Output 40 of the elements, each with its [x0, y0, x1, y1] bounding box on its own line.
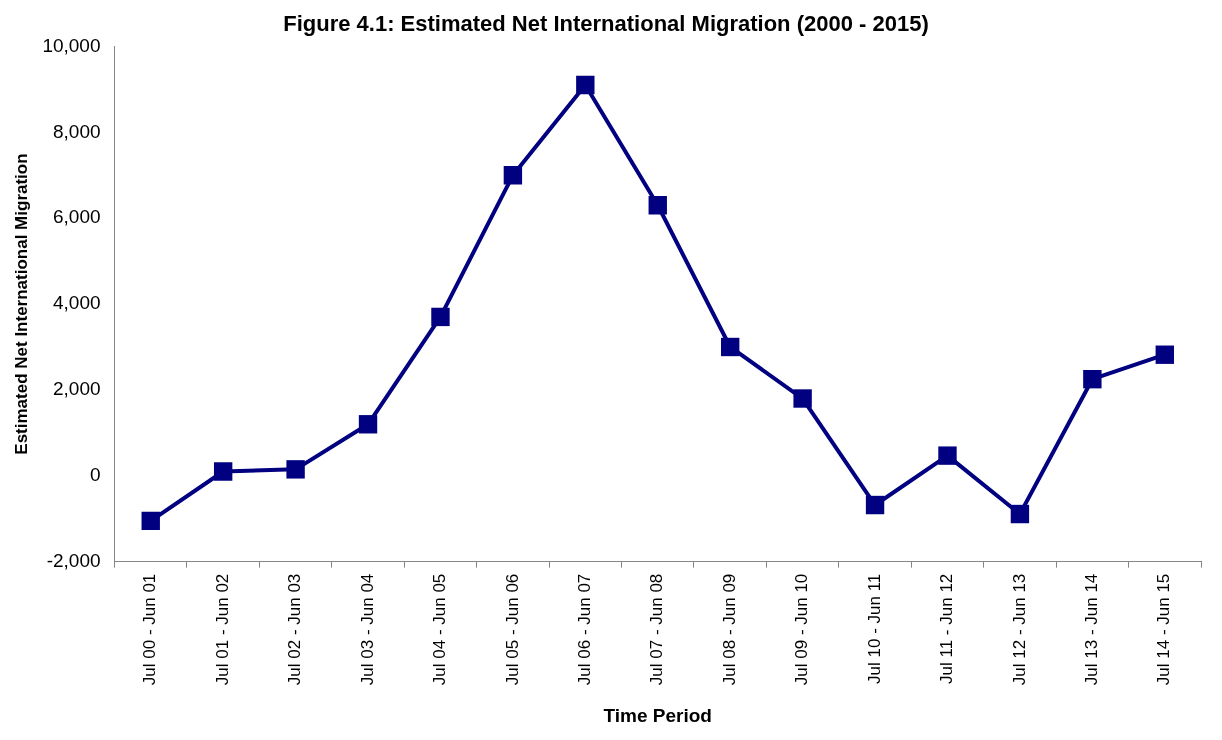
x-tick-label: Jul 06 - Jun 07	[575, 573, 595, 686]
y-tick-label: -2,000	[46, 549, 101, 571]
x-tick-label: Jul 10 - Jun 11	[864, 573, 884, 684]
point	[1083, 370, 1102, 389]
x-axis-title: Time Period	[603, 704, 712, 726]
point	[1155, 345, 1174, 364]
point	[431, 307, 450, 327]
point	[141, 511, 160, 531]
point	[286, 460, 305, 479]
x-tick-label: Jul 14 - Jun 15	[1154, 573, 1174, 686]
point	[865, 495, 885, 515]
point	[938, 446, 957, 465]
x-tick-label: Jul 09 - Jun 10	[792, 573, 812, 686]
point	[793, 389, 812, 408]
x-tick-label: Jul 12 - Jun 13	[1009, 573, 1029, 686]
x-tick-label: Jul 02 - Jun 03	[285, 573, 305, 686]
x-tick-label: Jul 13 - Jun 14	[1082, 573, 1102, 686]
x-tick-label: Jul 07 - Jun 08	[647, 573, 667, 686]
y-axis-title: Estimated Net International Migration	[11, 153, 31, 455]
x-tick-label: Jul 01 - Jun 02	[212, 573, 232, 686]
point	[503, 166, 523, 185]
point	[576, 75, 595, 95]
point	[358, 415, 378, 434]
point	[721, 337, 740, 357]
y-tick-label: 8,000	[52, 120, 101, 142]
x-tick-label: Jul 08 - Jun 09	[719, 573, 739, 686]
y-tick-label: 10,000	[42, 34, 101, 56]
x-tick-label: Jul 03 - Jun 04	[357, 573, 377, 686]
y-tick-label: 4,000	[52, 292, 101, 314]
y-tick-label: 0	[89, 464, 101, 486]
point	[1010, 504, 1030, 524]
x-tick-label: Jul 11 - Jun 12	[937, 573, 957, 684]
x-tick-label: Jul 00 - Jun 01	[140, 573, 160, 686]
x-tick-label: Jul 05 - Jun 06	[502, 573, 522, 686]
y-tick-label: 2,000	[52, 378, 101, 400]
x-tick-label: Jul 04 - Jun 05	[430, 573, 450, 686]
chart-title: Figure 4.1: Estimated Net International Migration (2000 - 2015)	[283, 11, 929, 37]
point	[648, 196, 667, 215]
y-tick-label: 6,000	[52, 206, 101, 228]
point	[213, 462, 233, 481]
